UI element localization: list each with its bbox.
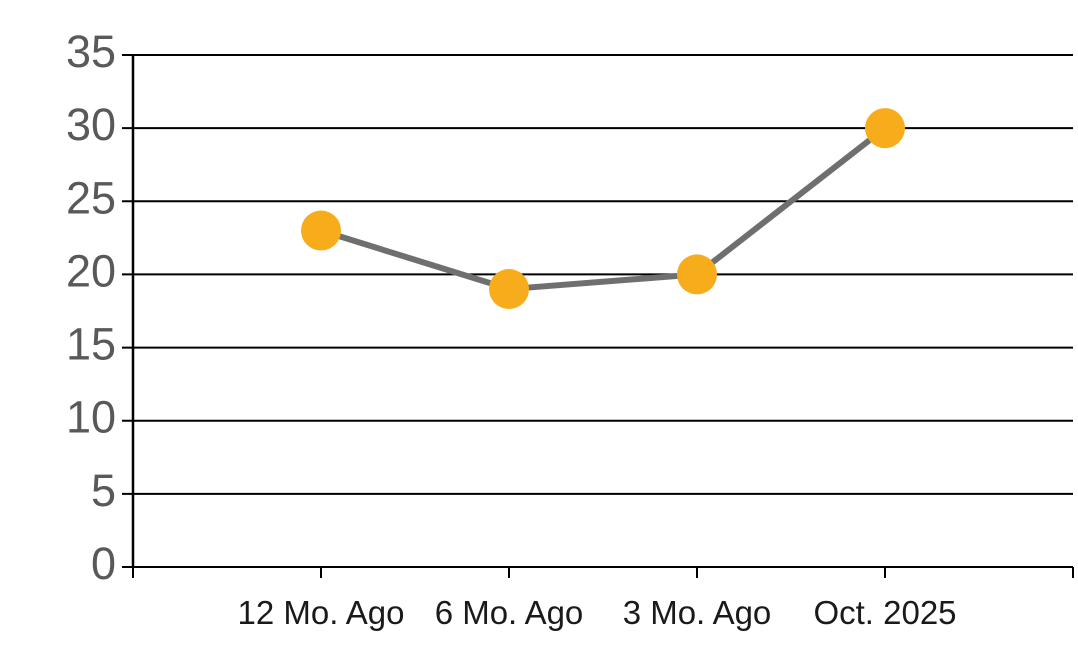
x-axis-tick-label: 6 Mo. Ago xyxy=(435,594,584,631)
data-point-marker xyxy=(301,210,341,251)
y-axis-tick-label: 0 xyxy=(91,538,116,589)
y-axis-tick-label: 5 xyxy=(91,465,116,516)
data-point-marker xyxy=(677,254,717,295)
data-point-marker xyxy=(489,269,529,310)
y-axis-tick-label: 20 xyxy=(66,245,116,296)
y-axis-tick-label: 30 xyxy=(66,99,116,150)
x-axis-tick-label: 12 Mo. Ago xyxy=(238,594,405,631)
data-point-marker xyxy=(865,108,905,149)
x-axis-tick-label: 3 Mo. Ago xyxy=(623,594,772,631)
x-axis-tick-label: Oct. 2025 xyxy=(813,594,956,631)
y-axis-tick-label: 25 xyxy=(66,172,116,223)
y-axis-tick-label: 15 xyxy=(66,319,116,370)
y-axis-tick-label: 35 xyxy=(66,26,116,77)
y-axis-tick-label: 10 xyxy=(66,392,116,443)
series-line xyxy=(318,125,888,293)
